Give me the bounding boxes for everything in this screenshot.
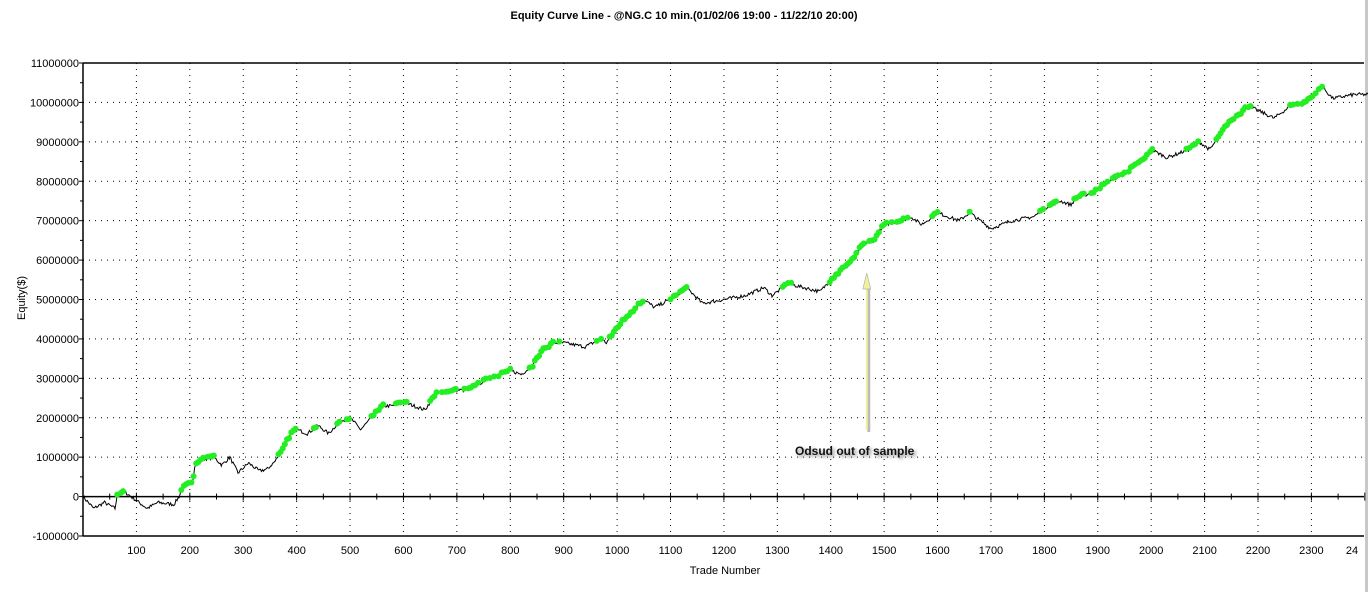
new-high-marker	[875, 229, 882, 236]
equity-line	[82, 85, 1368, 511]
x-tick-label: 2100	[1192, 545, 1216, 557]
y-tick-label: 8000000	[36, 176, 79, 188]
x-tick-label: 2200	[1246, 545, 1270, 557]
new-high-marker	[683, 283, 690, 290]
new-high-marker	[966, 208, 973, 215]
new-high-marker	[1080, 190, 1087, 197]
x-tick-label: 24	[1346, 545, 1358, 557]
new-high-marker	[1247, 103, 1254, 110]
y-tick-label: 7000000	[36, 216, 79, 228]
x-tick-label: 2000	[1139, 545, 1163, 557]
x-tick-label: 800	[501, 545, 519, 557]
y-tick-label: 9000000	[36, 137, 79, 149]
x-tick-label: 1200	[712, 545, 736, 557]
x-tick-label: 400	[287, 545, 305, 557]
new-high-marker	[452, 385, 459, 392]
y-tick-label: 10000000	[30, 97, 79, 109]
new-high-marker	[210, 452, 217, 459]
new-high-marker	[312, 424, 319, 431]
new-high-marker	[403, 398, 410, 405]
new-high-marker	[1195, 138, 1202, 145]
new-high-marker	[1053, 198, 1060, 205]
x-tick-label: 1900	[1086, 545, 1110, 557]
y-tick-label: 4000000	[36, 334, 79, 346]
y-tick-label: 11000000	[31, 58, 79, 70]
new-high-marker	[120, 488, 127, 495]
scrollbar[interactable]	[1365, 0, 1368, 592]
x-tick-label: 1500	[872, 545, 896, 557]
x-tick-label: 600	[394, 545, 412, 557]
new-high-marker	[281, 441, 288, 448]
new-high-marker	[433, 389, 440, 396]
x-tick-label: 1800	[1032, 545, 1056, 557]
y-tick-label: 2000000	[36, 413, 79, 425]
x-tick-label: 2300	[1299, 545, 1323, 557]
new-high-marker	[639, 298, 646, 305]
annotation-text: Odsud out of sample	[795, 444, 915, 458]
new-high-marker	[491, 373, 498, 380]
y-tick-label: -1000000	[33, 531, 80, 543]
x-tick-label: 900	[555, 545, 573, 557]
x-tick-label: 700	[448, 545, 466, 557]
new-high-marker	[475, 379, 482, 386]
new-high-marker	[507, 365, 514, 372]
new-high-marker	[292, 425, 299, 432]
y-tick-label: 5000000	[36, 295, 79, 307]
new-high-marker	[188, 479, 195, 486]
new-high-marker	[860, 240, 867, 247]
new-high-marker	[788, 279, 795, 286]
x-tick-label: 500	[341, 545, 359, 557]
new-high-marker	[1149, 145, 1156, 152]
y-tick-label: 6000000	[36, 255, 79, 267]
new-high-marker	[853, 249, 860, 256]
new-high-marker	[556, 338, 563, 345]
new-high-marker	[380, 401, 387, 408]
new-high-marker	[904, 214, 911, 221]
new-high-marker	[1312, 90, 1319, 97]
new-high-marker	[529, 363, 536, 370]
new-high-marker	[934, 208, 941, 215]
x-tick-label: 100	[127, 545, 145, 557]
new-high-marker	[851, 254, 858, 261]
new-high-marker	[345, 416, 352, 423]
x-tick-label: 1400	[818, 545, 842, 557]
x-axis-label: Trade Number	[689, 565, 761, 577]
new-high-marker	[883, 219, 890, 226]
new-high-marker	[1040, 206, 1047, 213]
y-tick-label: 0	[73, 492, 79, 504]
new-high-marker	[1125, 168, 1132, 175]
new-high-marker	[1319, 83, 1326, 90]
new-high-marker	[672, 292, 679, 299]
new-high-marker	[1104, 178, 1111, 185]
new-high-marker	[550, 338, 556, 345]
new-high-marker	[598, 335, 605, 342]
x-tick-label: 1100	[659, 545, 683, 557]
y-tick-label: 1000000	[36, 452, 79, 464]
x-tick-label: 1300	[765, 545, 789, 557]
x-tick-label: 1700	[979, 545, 1003, 557]
arrow-head-icon	[862, 272, 872, 290]
chart-title: Equity Curve Line - @NG.C 10 min.(01/02/…	[510, 10, 858, 22]
new-high-marker	[888, 219, 895, 226]
x-tick-label: 1000	[605, 545, 629, 557]
x-tick-label: 1600	[925, 545, 949, 557]
new-high-marker	[336, 418, 343, 425]
y-tick-label: 3000000	[36, 373, 79, 385]
new-high-marker	[286, 435, 293, 442]
new-high-marker	[536, 352, 543, 359]
new-high-marker	[190, 473, 197, 480]
new-high-marker	[1294, 100, 1301, 107]
x-tick-label: 300	[234, 545, 252, 557]
x-tick-label: 200	[181, 545, 199, 557]
new-high-marker	[632, 305, 639, 312]
